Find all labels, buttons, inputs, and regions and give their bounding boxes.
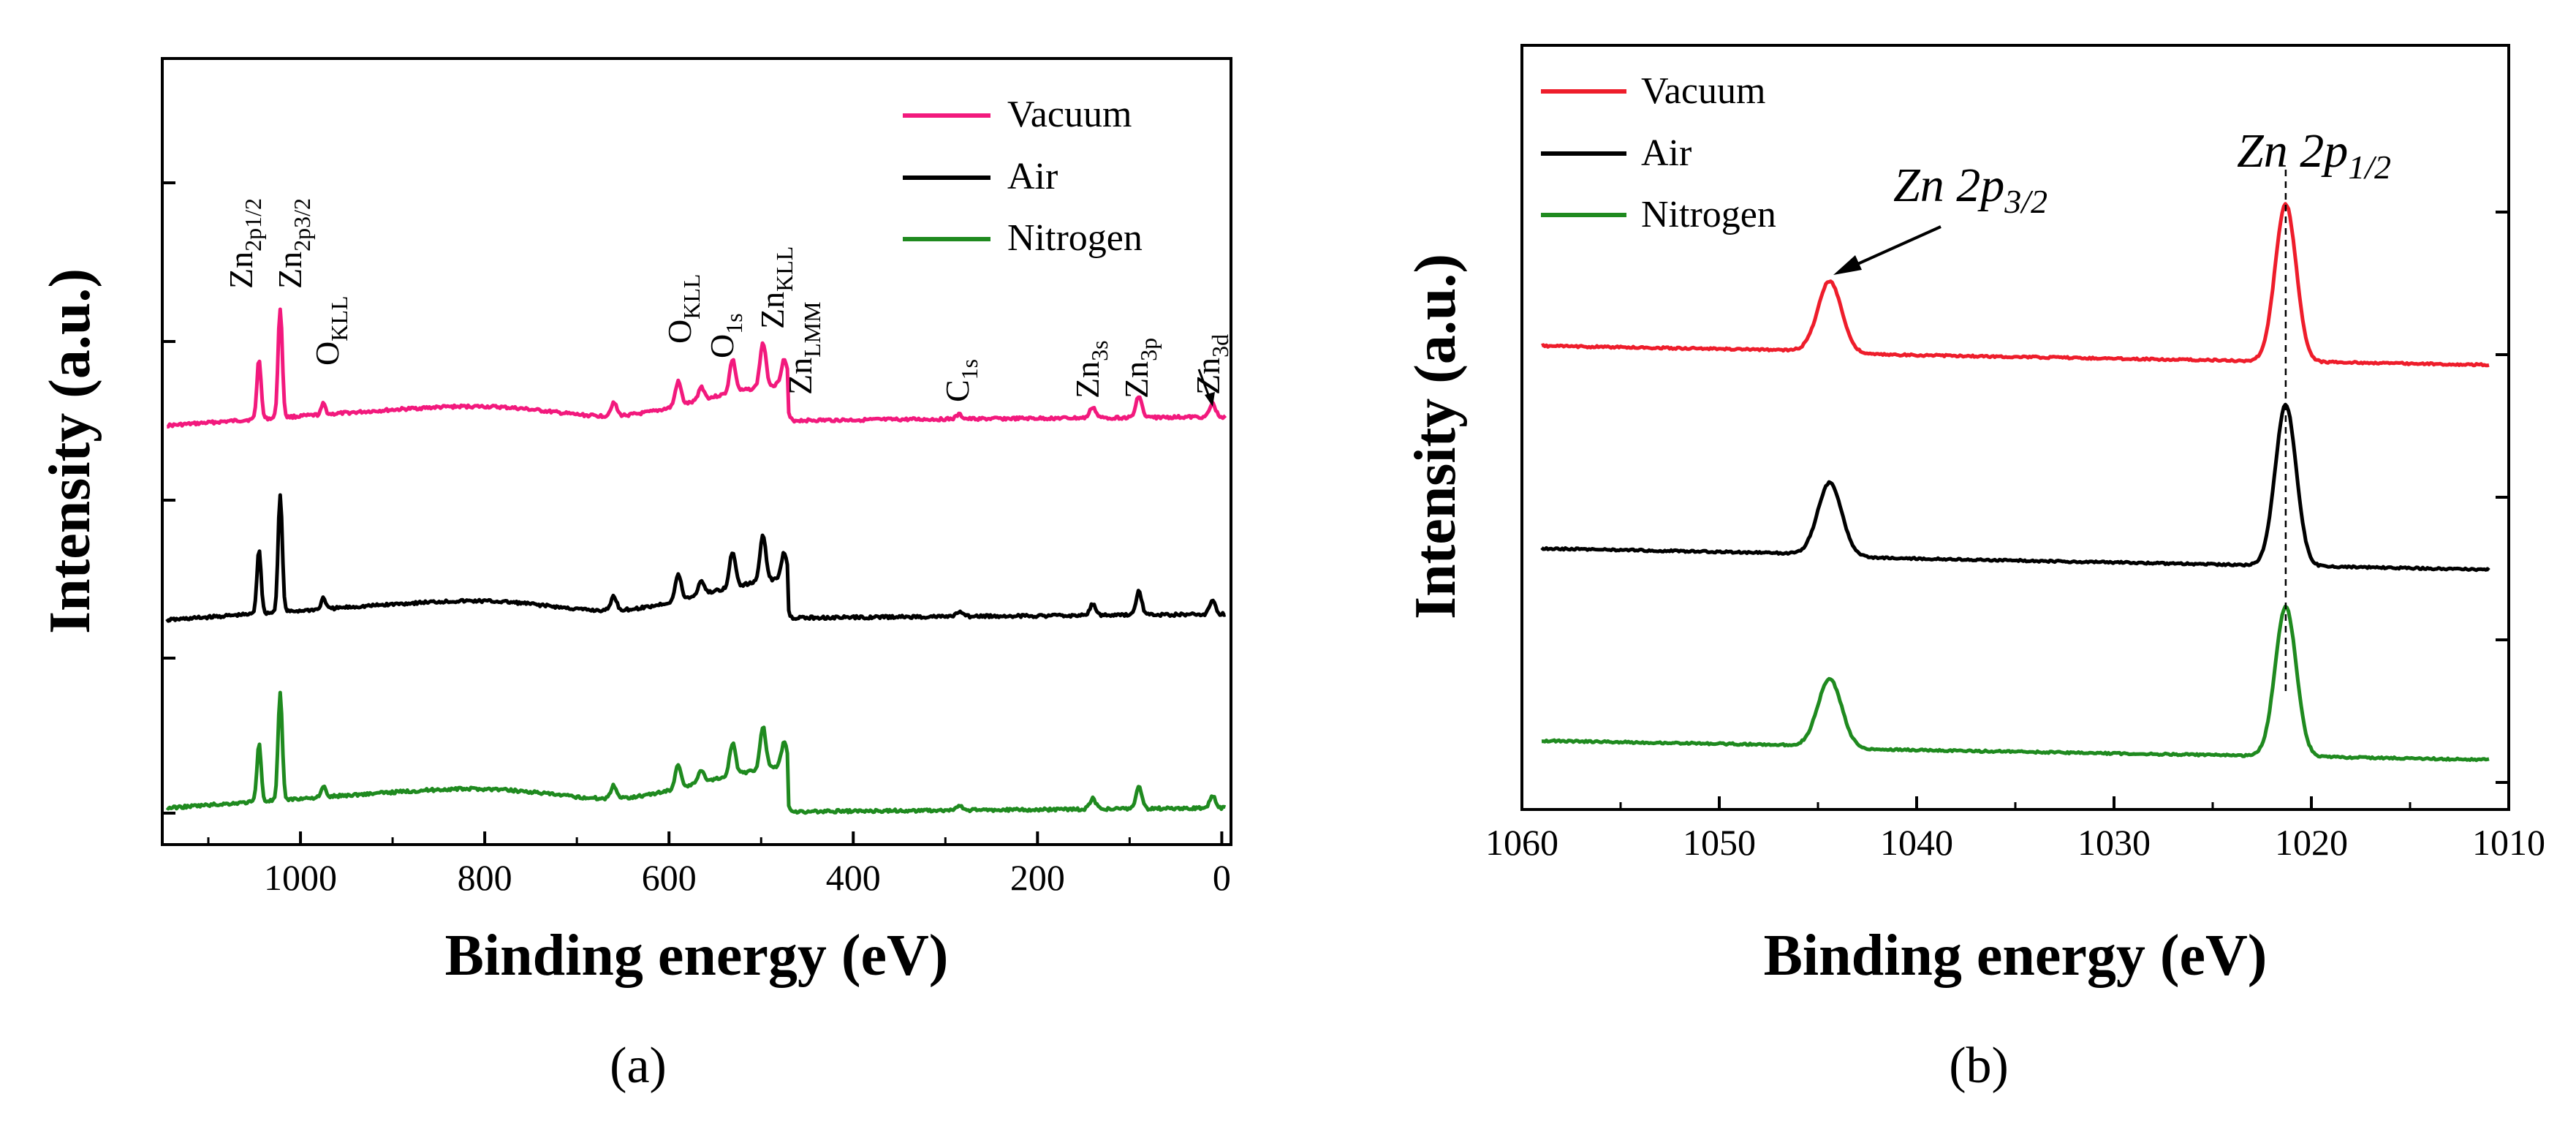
annotation-zn-2p32: Zn2p3/2	[271, 198, 315, 289]
legend-label-vacuum: Vacuum	[1641, 70, 1765, 112]
x-axis-title-b: Binding energy (eV)	[1764, 924, 2268, 988]
x-tick-label: 400	[826, 857, 881, 898]
annotation-zn-2p12: Zn2p1/2	[222, 198, 266, 289]
legend-label-nitrogen: Nitrogen	[1007, 217, 1143, 259]
annotation-zn-3s: Zn3s	[1069, 340, 1113, 399]
plot-frame-a	[161, 57, 1232, 846]
x-tick-label: 1020	[2275, 822, 2348, 863]
x-tick-label: 1030	[2077, 822, 2151, 863]
annotation-zn-3p: Zn3p	[1118, 338, 1162, 399]
tick-labels-a: 1000 800 600 400 200 0	[264, 857, 1231, 898]
series-b	[1540, 202, 2490, 763]
legend-label-vacuum: Vacuum	[1007, 94, 1132, 135]
x-tick-label: 1010	[2472, 822, 2545, 863]
annotation-o-kll-2: OKLL	[661, 274, 705, 344]
x-tick-label: 1050	[1683, 822, 1756, 863]
zn2p32-arrow	[1833, 225, 1942, 275]
legend-label-air: Air	[1007, 156, 1058, 197]
series-line-nitrogen	[165, 690, 1227, 815]
panel-a: 1000 800 600 400 200 0 Vacuum Air Nitrog…	[38, 57, 1233, 1094]
tick-marks-b	[1520, 211, 2510, 809]
series-a	[165, 307, 1227, 815]
legend-b: Vacuum Air Nitrogen	[1541, 70, 1776, 235]
annotation-zn-lmm: ZnLMM	[781, 301, 825, 395]
legend-a: Vacuum Air Nitrogen	[903, 94, 1143, 259]
legend-label-air: Air	[1641, 132, 1692, 174]
tick-labels-b: 1060 1050 1040 1030 1020 1010	[1485, 822, 2545, 863]
series-line-air	[165, 493, 1227, 623]
x-axis-title-a: Binding energy (eV)	[445, 924, 949, 988]
zn3d-arrow	[1197, 369, 1215, 407]
panel-label-a: (a)	[610, 1038, 667, 1094]
peak-annotations-a: Zn2p1/2 Zn2p3/2 OKLL OKLL O1s ZnKLL ZnLM…	[222, 198, 1233, 402]
tick-marks-a	[162, 181, 1224, 845]
x-tick-label: 200	[1010, 857, 1065, 898]
series-line-air	[1540, 402, 2490, 573]
annotation-zn-2p32: Zn 2p3/2	[1893, 159, 2047, 220]
panel-b: 1060 1050 1040 1030 1020 1010 Vacuum Air…	[1403, 44, 2545, 1094]
x-tick-label: 1000	[264, 857, 337, 898]
series-line-vacuum	[1541, 202, 2490, 368]
series-line-vacuum	[166, 307, 1227, 429]
annotation-o-1s: O1s	[703, 313, 747, 358]
annotation-zn-3d: Zn3d	[1189, 334, 1233, 395]
y-axis-title-b: Intensity (a.u.)	[1403, 254, 1468, 619]
series-line-nitrogen	[1541, 604, 2490, 763]
x-tick-label: 1040	[1880, 822, 1953, 863]
annotation-o-kll-1: OKLL	[308, 296, 352, 366]
panel-label-b: (b)	[1949, 1038, 2009, 1094]
x-tick-label: 800	[458, 857, 512, 898]
annotation-zn-kll: ZnKLL	[754, 246, 798, 329]
annotation-zn-2p12: Zn 2p1/2	[2237, 124, 2391, 186]
y-axis-title-a: Intensity (a.u.)	[38, 268, 102, 634]
legend-label-nitrogen: Nitrogen	[1641, 194, 1776, 235]
x-tick-label: 1060	[1485, 822, 1558, 863]
annotation-c-1s: C1s	[939, 359, 982, 402]
x-tick-label: 0	[1213, 857, 1231, 898]
x-tick-label: 600	[642, 857, 697, 898]
